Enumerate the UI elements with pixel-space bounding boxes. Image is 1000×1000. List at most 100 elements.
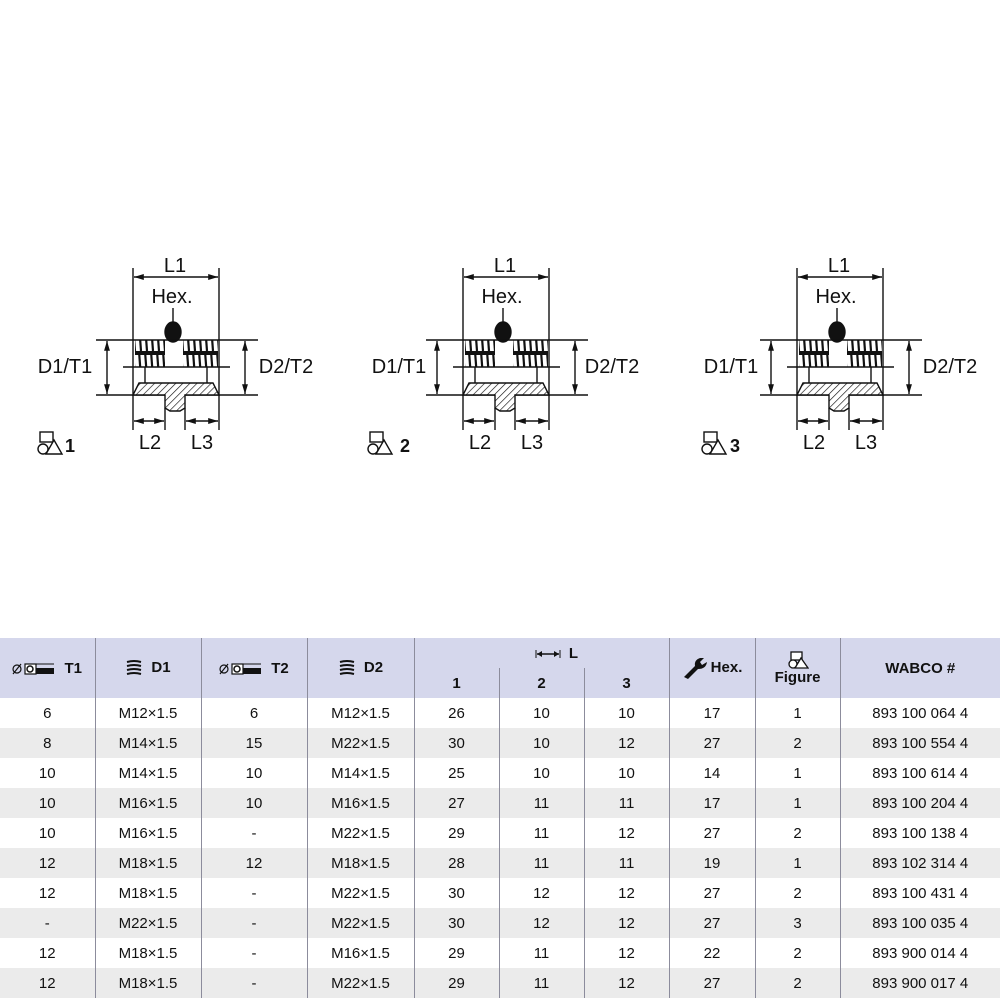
table-row: - M22×1.5- M22×1.5 30 12 12 27 3 893 100 035 4 [0,908,1000,938]
header-l: L [413,638,670,668]
figure-shapes-icon [367,431,393,455]
header-d1-label: D1 [151,658,171,676]
cell-l1: 29 [413,938,499,968]
cell-d1: M16×1.5 [94,788,201,818]
cell-l2: 11 [498,938,584,968]
hex-label: Hex. [481,286,522,308]
figure-3: L1 Hex. D1/T1 D2/T2 L2 L3 3 [701,255,977,456]
cell-t1: 6 [43,704,52,722]
table-row: 10 M16×1.5- M22×1.5 29 11 12 27 2 893 100 138 4 [0,818,1000,848]
d2t2-label: D2/T2 [923,356,977,378]
l3-label: L3 [521,432,543,454]
cell-l1: 29 [413,968,499,998]
cell-wabco: 893 100 614 4 [839,758,1000,788]
cell-l1: 30 [413,908,499,938]
header-t2-label: T2 [271,659,289,677]
cell-l2: 12 [498,908,584,938]
cell-figure: 1 [754,758,841,788]
tube-diameter-icon [219,662,262,675]
cell-l2: 11 [498,848,584,878]
header-l3: 3 [583,668,670,698]
cell-l3: 12 [583,968,670,998]
cell-wabco: 893 100 064 4 [839,698,1000,728]
figure-number: 3 [730,436,740,456]
cell-d2: M22×1.5 [306,968,414,998]
length-arrow-icon [535,649,561,658]
cell-figure: 2 [754,878,841,908]
table-row: 8 M14×1.5 15 M22×1.5 30 10 12 27 2 893 100 554 4 [0,728,1000,758]
header-figure-label: Figure [774,668,821,686]
cell-l2: 10 [498,728,584,758]
table-row: 10 M16×1.5 10 M16×1.5 27 11 11 17 1 893 100 204 4 [0,788,1000,818]
cell-l2: 11 [498,818,584,848]
cell-wabco: 893 100 554 4 [839,728,1000,758]
cell-d1: M12×1.5 [94,698,201,728]
l2-label: L2 [139,432,161,454]
figure-2: L1 Hex. D1/T1 D2/T2 L2 L3 2 [367,255,639,456]
cell-figure: 1 [754,848,841,878]
cell-hex: 17 [668,788,756,818]
cell-d2: M22×1.5 [306,818,414,848]
cell-figure: 1 [754,788,841,818]
cell-l1: 25 [413,758,499,788]
cell-d1: M18×1.5 [94,878,201,908]
l1-label: L1 [494,255,516,277]
d2t2-label: D2/T2 [585,356,639,378]
cell-t1: - [0,908,95,938]
cell-l3: 11 [583,848,670,878]
cell-d2: M12×1.5 [306,698,414,728]
cell-l2: 11 [498,968,584,998]
cell-wabco: 893 900 017 4 [839,968,1000,998]
header-hex-label: Hex. [710,658,743,676]
d1t1-label: D1/T1 [372,356,426,378]
cell-wabco: 893 900 014 4 [839,938,1000,968]
cell-t2: 10 [200,788,307,818]
thread-icon [127,660,142,675]
table-row: 12 M18×1.5 12 M18×1.5 28 11 11 19 1 893 102 314 4 [0,848,1000,878]
cell-t2: - [200,908,307,938]
cell-t2: - [200,968,307,998]
cell-t2: - [200,938,307,968]
cell-l1: 30 [413,728,499,758]
cell-l3: 10 [583,758,670,788]
cell-l1: 27 [413,788,499,818]
d1t1-label: D1/T1 [704,356,758,378]
header-d2-label: D2 [363,658,384,676]
figure-1: L1 Hex. D1/T1 D2/T2 L2 L3 1 [37,255,313,456]
table-row: 12 M18×1.5- M22×1.5 30 12 12 27 2 893 100 431 4 [0,878,1000,908]
figure-shapes-icon [787,650,809,669]
cell-t1: 10 [0,788,95,818]
table-row: 12 M18×1.5- M16×1.5 29 11 12 22 2 893 900 014 4 [0,938,1000,968]
cell-l3: 10 [583,698,670,728]
l3-label: L3 [191,432,213,454]
fittings-table: T1 D1 T2 D2 L Hex. Figure WABCO # 1 2 3 … [0,638,1000,998]
cell-wabco: 893 100 138 4 [839,818,1000,848]
cell-l2: 12 [498,878,584,908]
cell-wabco: 893 100 204 4 [839,788,1000,818]
d1t1-label: D1/T1 [38,356,92,378]
cell-hex: 27 [668,908,756,938]
cell-wabco: 893 100 035 4 [839,908,1000,938]
header-t1-label: T1 [64,659,82,677]
header-t2: T2 [200,638,307,698]
cell-t1: 12 [0,968,95,998]
l3-label: L3 [855,432,877,454]
cell-d1: M14×1.5 [94,728,201,758]
cell-d2: M22×1.5 [306,878,414,908]
figure-shapes-icon [701,431,727,455]
cell-l3: 12 [583,728,670,758]
tube-diameter-icon [12,662,55,675]
cell-hex: 14 [668,758,756,788]
cell-l2: 11 [498,788,584,818]
hex-label: Hex. [151,286,192,308]
header-d2: D2 [306,638,414,698]
header-l-label: L [568,644,579,662]
table-row: 10 M14×1.5 10 M14×1.5 25 10 10 14 1 893 100 614 4 [0,758,1000,788]
cell-figure: 1 [754,698,841,728]
cell-figure: 2 [754,938,841,968]
cell-hex: 22 [668,938,756,968]
cell-l3: 12 [583,908,670,938]
cell-hex: 17 [668,698,756,728]
header-hex: Hex. [668,638,756,698]
cell-l1: 26 [413,698,499,728]
